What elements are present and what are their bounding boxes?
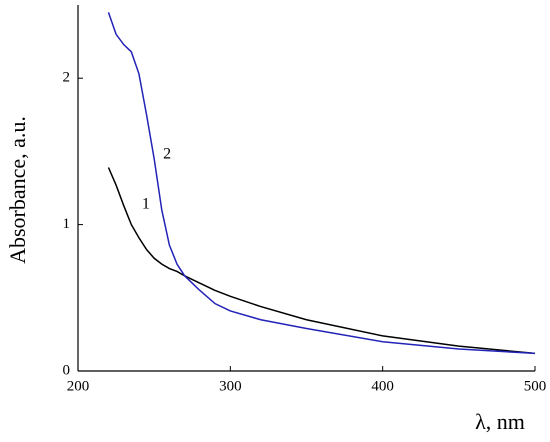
x-axis-label: λ, nm xyxy=(475,409,525,434)
y-tick-label: 0 xyxy=(63,362,71,378)
y-tick-label: 1 xyxy=(63,216,71,232)
series-label: 1 xyxy=(142,195,150,212)
x-tick-label: 300 xyxy=(219,378,242,394)
y-tick-label: 2 xyxy=(63,70,71,86)
series-line xyxy=(107,12,536,355)
x-tick-label: 400 xyxy=(371,378,394,394)
y-axis-label: Absorbance, a.u. xyxy=(5,116,30,264)
x-tick-label: 200 xyxy=(67,378,90,394)
x-tick-label: 500 xyxy=(524,378,547,394)
series-label: 2 xyxy=(163,145,171,162)
series-line xyxy=(107,167,536,355)
